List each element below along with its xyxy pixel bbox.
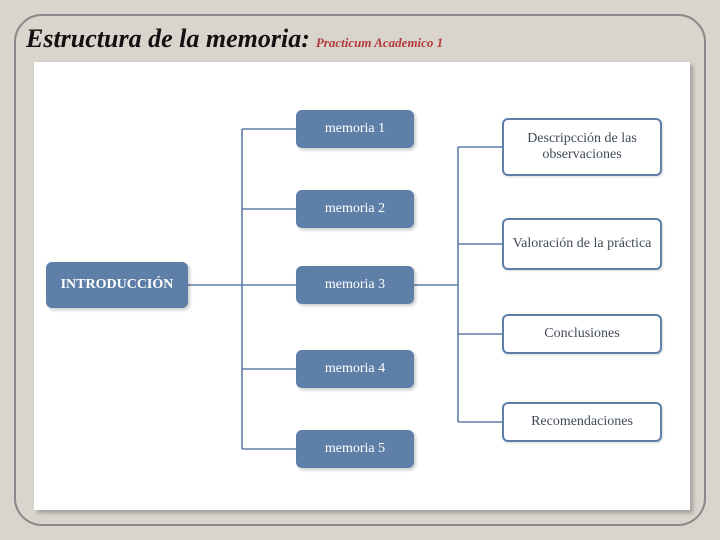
node-memoria-4: memoria 4	[296, 350, 414, 388]
node-memoria-5: memoria 5	[296, 430, 414, 468]
node-descripcion-label: Descripcción de las observaciones	[510, 131, 654, 163]
node-valoracion-label: Valoración de la práctica	[513, 236, 652, 252]
node-conclusiones-label: Conclusiones	[544, 326, 619, 342]
title-row: Estructura de la memoria: Practicum Acad…	[26, 24, 694, 54]
node-memoria-4-label: memoria 4	[325, 361, 385, 377]
title-main: Estructura de la memoria:	[26, 24, 310, 54]
node-descripcion: Descripcción de las observaciones	[502, 118, 662, 176]
node-memoria-3: memoria 3	[296, 266, 414, 304]
node-memoria-1-label: memoria 1	[325, 121, 385, 137]
node-recomendaciones-label: Recomendaciones	[531, 414, 633, 430]
node-root-label: INTRODUCCIÓN	[61, 277, 174, 293]
diagram-area: INTRODUCCIÓN memoria 1 memoria 2 memoria…	[34, 62, 690, 510]
node-memoria-1: memoria 1	[296, 110, 414, 148]
node-recomendaciones: Recomendaciones	[502, 402, 662, 442]
node-memoria-2-label: memoria 2	[325, 201, 385, 217]
node-memoria-5-label: memoria 5	[325, 441, 385, 457]
slide-frame: Estructura de la memoria: Practicum Acad…	[14, 14, 706, 526]
node-conclusiones: Conclusiones	[502, 314, 662, 354]
node-memoria-2: memoria 2	[296, 190, 414, 228]
node-valoracion: Valoración de la práctica	[502, 218, 662, 270]
node-root: INTRODUCCIÓN	[46, 262, 188, 308]
title-sub: Practicum Academico 1	[316, 35, 443, 51]
node-memoria-3-label: memoria 3	[325, 277, 385, 293]
